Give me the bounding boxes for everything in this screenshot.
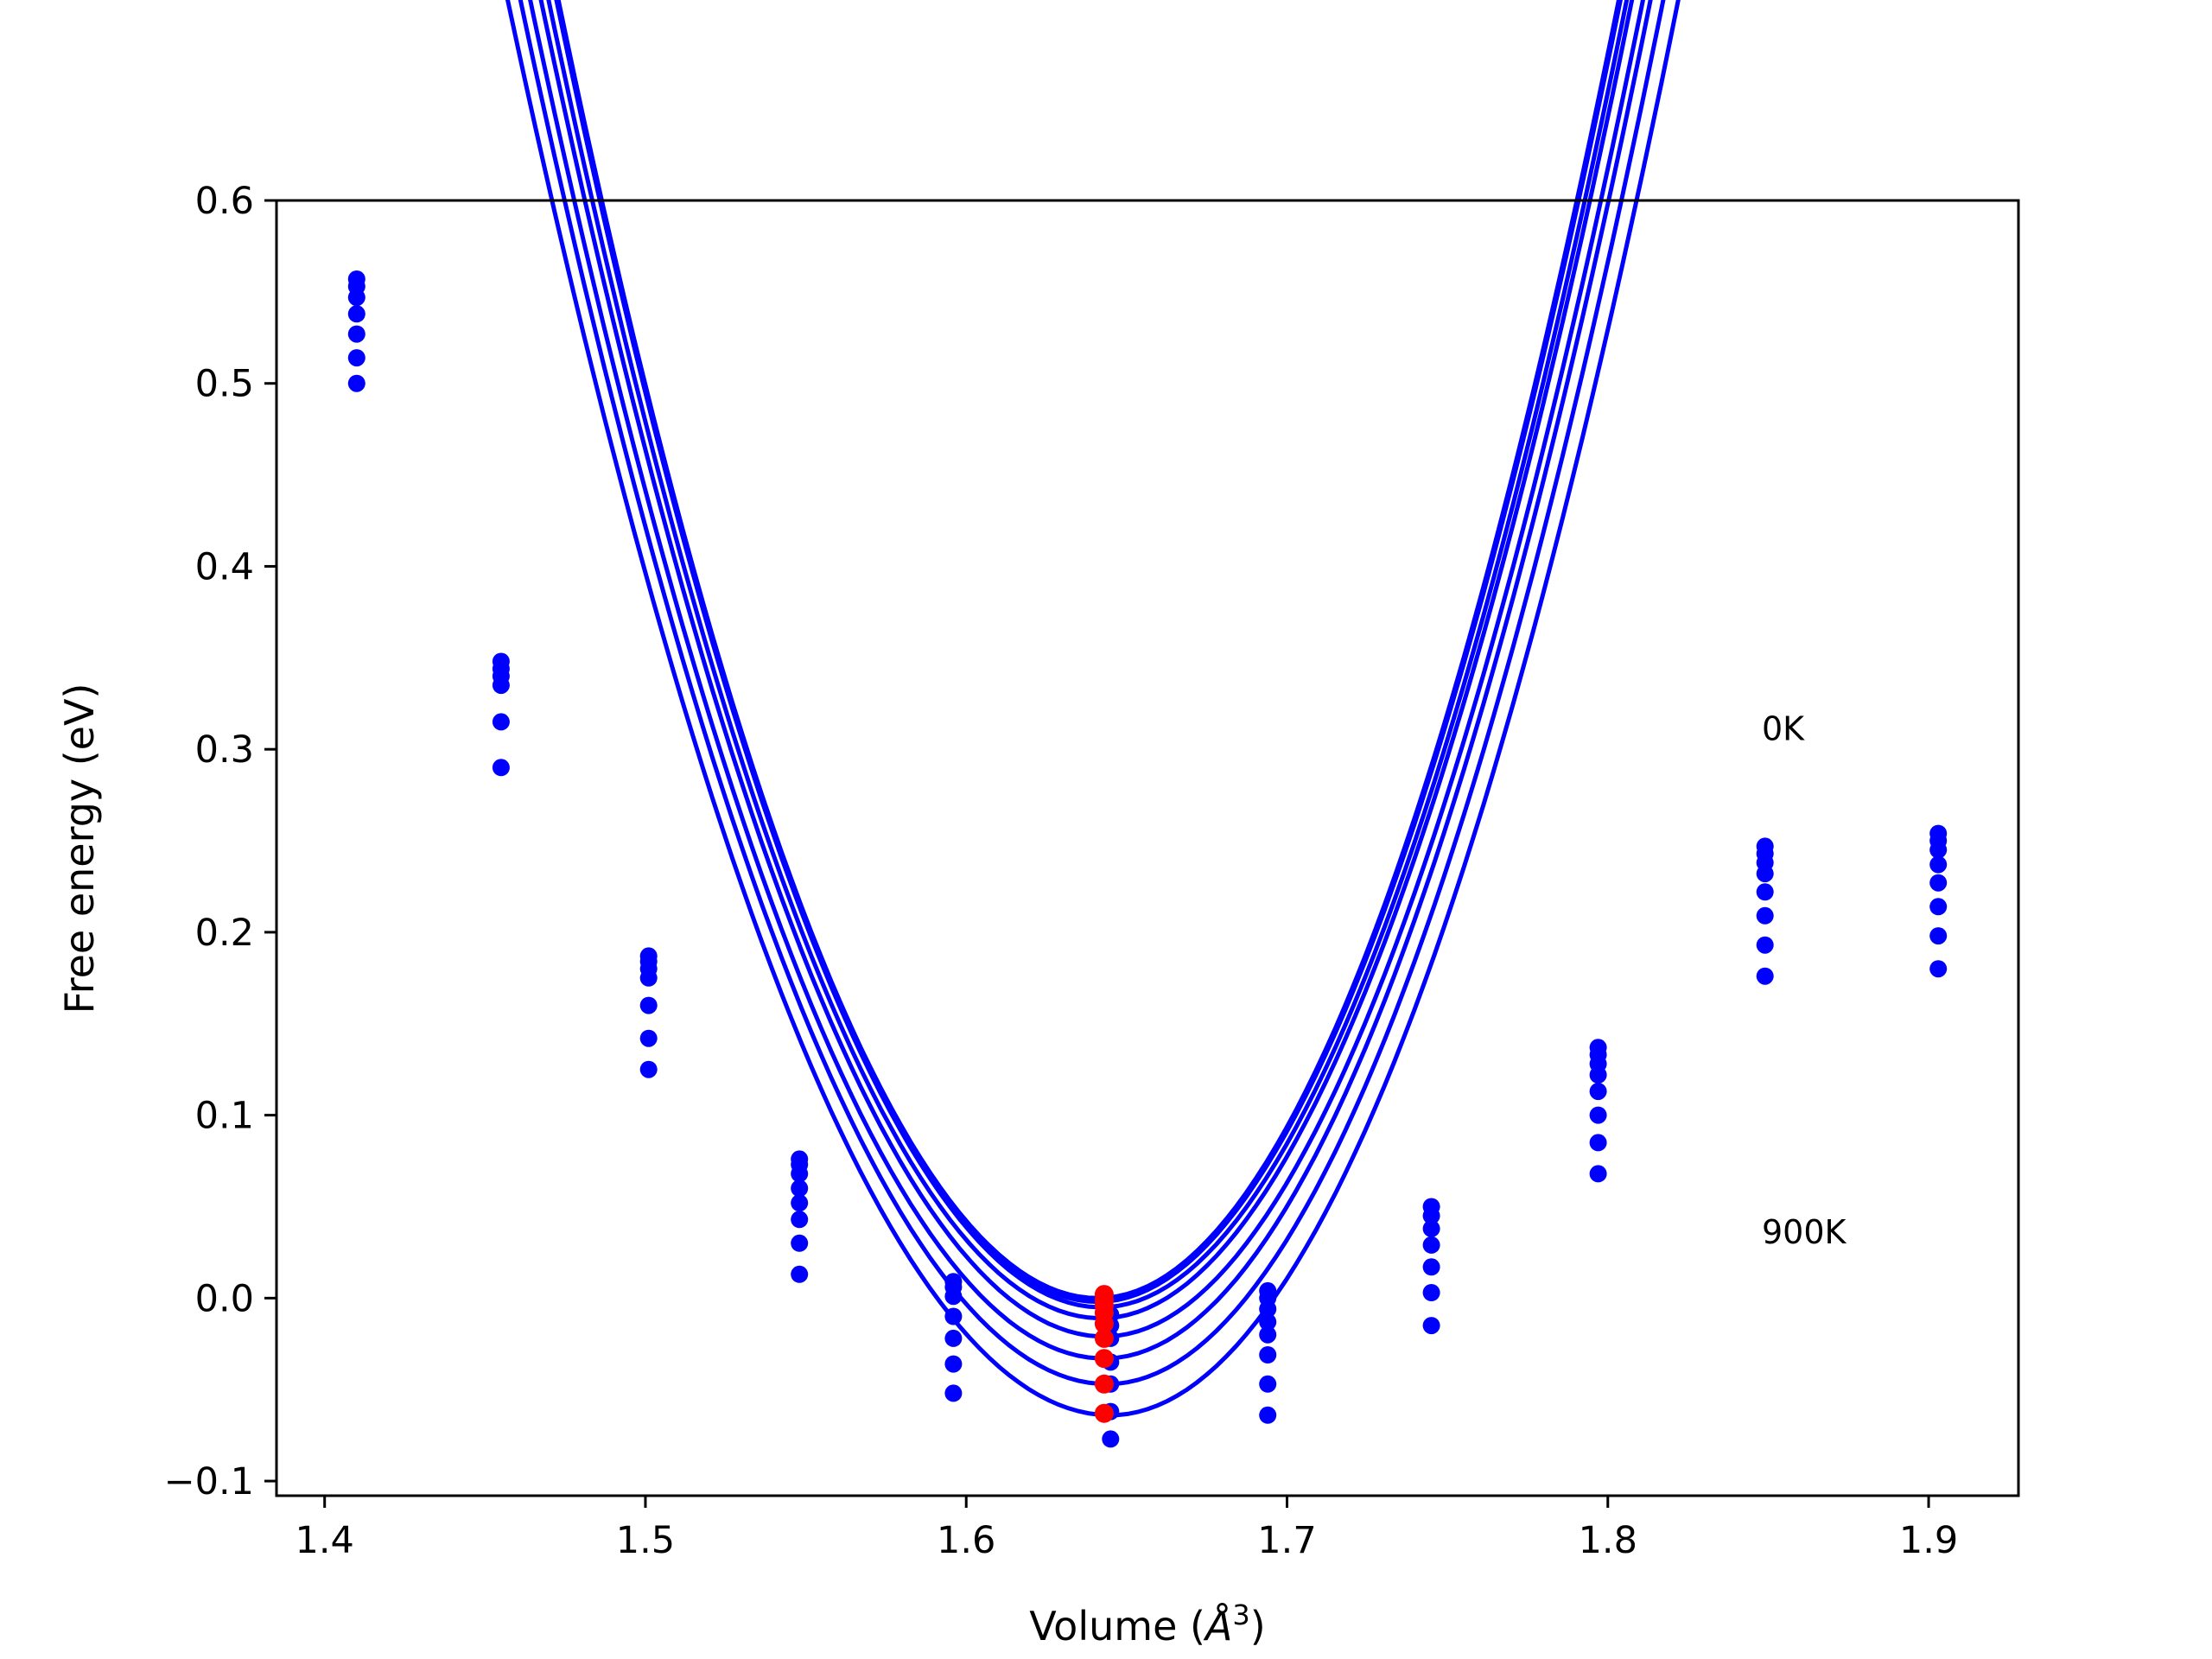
y-tick-label: 0.4 [195, 545, 254, 588]
x-tick-label: 1.5 [616, 1519, 675, 1562]
annotation-0: 0K [1762, 710, 1805, 748]
data-point-2-4 [639, 996, 658, 1014]
annotations: 0K 900K [1762, 710, 1847, 1251]
y-tick-label: 0.3 [195, 728, 254, 772]
x-tick-label: 1.8 [1579, 1519, 1637, 1562]
data-point-4-5 [944, 1355, 963, 1373]
fit-curve-6 [528, 0, 1653, 1361]
y-axis-label: Free energy (eV) [56, 683, 103, 1014]
fit-curve-7 [518, 0, 1666, 1387]
data-point-3-6 [791, 1234, 809, 1252]
minimum-point-8 [1094, 1403, 1114, 1423]
data-point-4-2 [944, 1287, 963, 1306]
data-point-10-5 [1929, 898, 1948, 916]
x-tick-label: 1.6 [937, 1519, 995, 1562]
data-point-7-4 [1422, 1258, 1440, 1276]
minimum-point-6 [1094, 1349, 1114, 1369]
data-point-10-7 [1929, 960, 1948, 978]
x-tick-label: 1.4 [295, 1519, 353, 1562]
data-point-9-7 [1756, 967, 1774, 985]
data-point-7-1 [1422, 1207, 1440, 1225]
data-point-3-7 [791, 1265, 809, 1283]
data-point-6-4 [1259, 1325, 1277, 1344]
data-point-9-4 [1756, 883, 1774, 901]
fit-curve-4 [546, 0, 1635, 1321]
data-point-10-3 [1929, 855, 1948, 874]
data-point-2-3 [639, 969, 658, 987]
data-point-0-4 [347, 325, 365, 343]
x-tick-label: 1.9 [1899, 1519, 1958, 1562]
data-point-7-5 [1422, 1284, 1440, 1301]
data-point-8-5 [1589, 1106, 1607, 1124]
data-point-10-2 [1929, 841, 1948, 859]
data-point-3-3 [791, 1179, 809, 1198]
data-point-6-6 [1259, 1375, 1277, 1393]
y-tick-label: 0.5 [195, 363, 254, 406]
minimum-point-4 [1094, 1314, 1114, 1333]
fit-curve-5 [538, 0, 1645, 1339]
data-point-6-7 [1259, 1406, 1277, 1424]
data-point-8-3 [1589, 1066, 1607, 1084]
data-point-1-5 [492, 759, 510, 777]
data-point-1-3 [492, 677, 510, 695]
data-point-9-6 [1756, 936, 1774, 954]
data-point-4-6 [944, 1384, 963, 1402]
y-tick-label: 0.0 [195, 1277, 254, 1320]
data-point-1-4 [492, 713, 510, 731]
data-point-7-3 [1422, 1236, 1440, 1254]
data-point-8-6 [1589, 1134, 1607, 1152]
data-point-10-4 [1929, 874, 1948, 892]
data-point-6-3 [1259, 1313, 1277, 1331]
minimum-point-5 [1094, 1328, 1114, 1348]
data-point-5-6 [1102, 1430, 1120, 1448]
fit-curve-8 [505, 0, 1681, 1418]
y-tick-label: 0.1 [195, 1095, 254, 1138]
x-axis-ticks: 1.4 1.5 1.6 1.7 1.8 1.9 [295, 1496, 1958, 1562]
data-point-0-3 [347, 305, 365, 323]
data-point-2-6 [639, 1060, 658, 1078]
fit-curves [505, 0, 1681, 1418]
data-point-7-2 [1422, 1219, 1440, 1237]
minimum-points [1094, 1285, 1114, 1423]
data-point-0-2 [347, 289, 365, 307]
annotation-1: 900K [1762, 1213, 1847, 1251]
data-point-4-3 [944, 1307, 963, 1325]
data-point-9-5 [1756, 906, 1774, 925]
data-point-2-5 [639, 1029, 658, 1047]
data-point-3-2 [791, 1165, 809, 1183]
data-point-7-6 [1422, 1317, 1440, 1335]
data-point-9-3 [1756, 865, 1774, 883]
plot-area-frame [275, 199, 2020, 1497]
y-tick-label: 0.6 [195, 180, 254, 223]
x-tick-label: 1.7 [1257, 1519, 1316, 1562]
data-point-0-6 [347, 374, 365, 392]
data-point-8-4 [1589, 1083, 1607, 1101]
data-point-4-4 [944, 1329, 963, 1347]
minimum-point-7 [1094, 1374, 1114, 1394]
fit-curve-3 [554, 0, 1630, 1310]
data-point-10-6 [1929, 927, 1948, 945]
y-axis-ticks: −0.1 0.0 0.1 0.2 0.3 0.4 0.5 0.6 [164, 180, 276, 1503]
y-tick-label: 0.2 [195, 912, 254, 955]
y-tick-label: −0.1 [164, 1460, 254, 1503]
data-point-3-4 [791, 1194, 809, 1212]
data-point-8-7 [1589, 1165, 1607, 1183]
data-point-3-5 [791, 1211, 809, 1229]
data-point-6-2 [1259, 1300, 1277, 1318]
data-point-0-5 [347, 349, 365, 367]
data-point-6-5 [1259, 1346, 1277, 1363]
x-axis-label: Volume (Å3) [1029, 1599, 1265, 1649]
